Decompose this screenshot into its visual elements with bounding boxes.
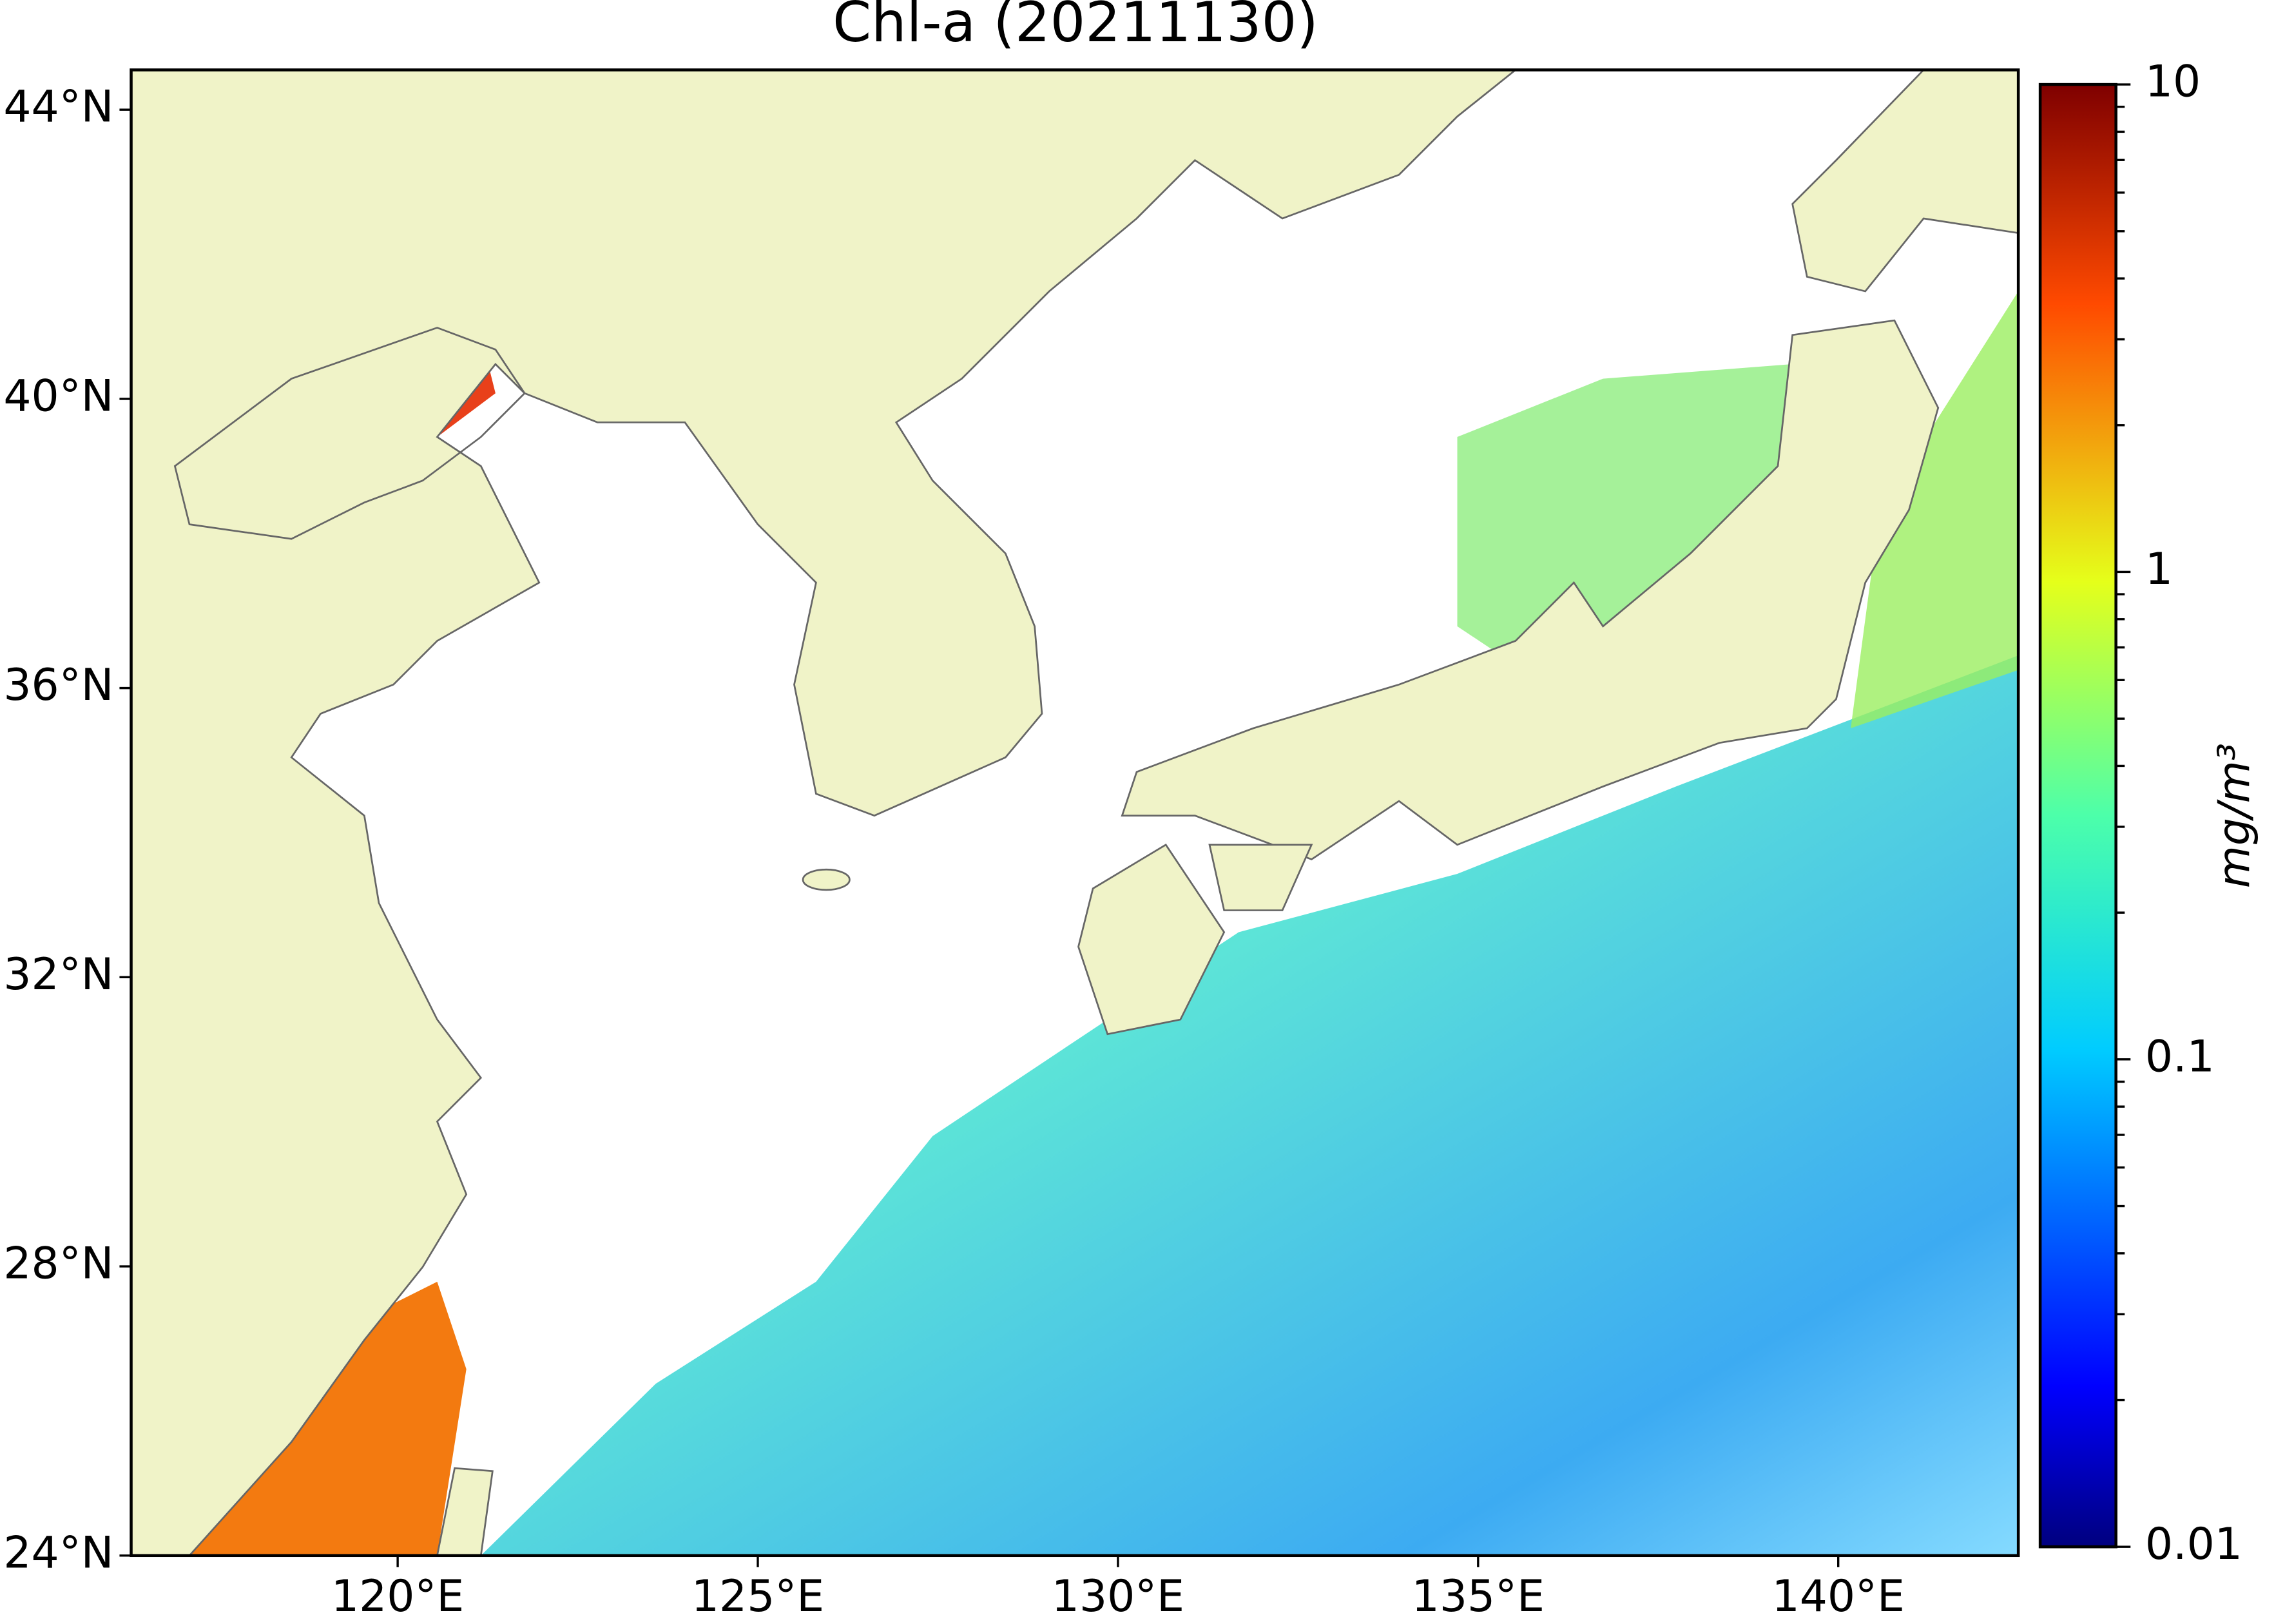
plot-frame — [130, 68, 2020, 1558]
map-area — [131, 70, 2019, 1556]
y-tick-label: 44°N — [3, 81, 113, 132]
x-tick-label: 120°E — [331, 1571, 464, 1621]
colorbar — [2038, 82, 2117, 1549]
chart-title: Chl-a (20211130) — [833, 0, 1318, 55]
land — [1121, 319, 1940, 860]
land — [802, 868, 851, 891]
y-tick-label: 32°N — [3, 949, 113, 1000]
land — [1791, 70, 2019, 293]
y-tick-label: 24°N — [3, 1527, 113, 1578]
land — [1077, 844, 1226, 1036]
x-tick-label: 140°E — [1772, 1571, 1905, 1621]
colorbar-tick-label: 10 — [2145, 56, 2201, 107]
y-tick-label: 28°N — [3, 1238, 113, 1289]
colorbar-label: mg/m³ — [2208, 743, 2259, 888]
coastline — [173, 327, 526, 540]
colorbar-tick-label: 0.1 — [2145, 1030, 2215, 1081]
chl-field — [189, 1281, 467, 1556]
land — [1208, 844, 1313, 911]
chl-field — [1457, 364, 1808, 685]
land — [131, 70, 1518, 1556]
chl-field — [1851, 291, 2019, 729]
x-tick-label: 125°E — [691, 1571, 824, 1621]
x-tick-label: 135°E — [1412, 1571, 1545, 1621]
x-tick-label: 130°E — [1052, 1571, 1184, 1621]
colorbar-tick-label: 0.01 — [2145, 1518, 2242, 1569]
colorbar-tick-label: 1 — [2145, 543, 2173, 594]
y-tick-label: 36°N — [3, 659, 113, 710]
chl-field — [481, 655, 2019, 1556]
land — [436, 1467, 494, 1556]
y-tick-label: 40°N — [3, 370, 113, 421]
